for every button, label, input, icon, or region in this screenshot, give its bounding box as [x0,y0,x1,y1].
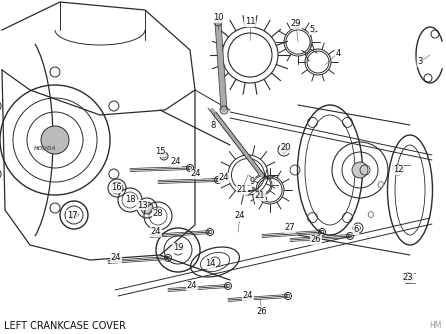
Text: 24: 24 [187,282,197,291]
Text: 26: 26 [257,308,267,317]
Text: 11: 11 [245,17,255,26]
Text: 3: 3 [417,57,423,66]
Text: LEFT CRANKCASE COVER: LEFT CRANKCASE COVER [4,321,126,331]
Text: HM: HM [429,322,442,331]
Text: 21: 21 [237,185,247,194]
Text: 24: 24 [191,169,201,178]
Text: 24: 24 [219,173,229,182]
Text: 6: 6 [353,225,359,234]
Text: o: o [376,178,384,191]
Text: 21: 21 [255,191,265,200]
Circle shape [41,126,69,154]
Text: 20: 20 [281,144,291,153]
Text: 19: 19 [173,243,183,253]
Text: 27: 27 [285,223,295,232]
Circle shape [352,162,368,178]
Text: 14: 14 [205,260,215,269]
Circle shape [141,202,153,214]
Text: 23: 23 [403,274,413,283]
Text: 24: 24 [171,158,181,167]
Text: 29: 29 [291,19,301,28]
Text: 28: 28 [153,209,163,218]
Text: 24: 24 [235,211,245,220]
Text: 5: 5 [310,25,314,34]
Text: 24: 24 [243,292,253,301]
Text: 18: 18 [125,195,135,204]
Text: 15: 15 [155,148,165,157]
Text: 8: 8 [211,122,216,131]
Circle shape [281,147,287,153]
Text: o: o [366,208,374,221]
Text: 10: 10 [213,13,223,22]
Text: 24: 24 [111,254,121,263]
Text: 24: 24 [151,227,161,236]
Text: 13: 13 [136,200,147,209]
Text: 26: 26 [311,235,321,244]
Text: 4: 4 [335,48,341,57]
Text: 12: 12 [393,166,403,174]
Text: HONDA: HONDA [33,146,56,151]
Text: 16: 16 [111,183,121,192]
Circle shape [70,211,78,219]
Text: 9: 9 [249,177,255,186]
Text: 17: 17 [67,210,77,219]
